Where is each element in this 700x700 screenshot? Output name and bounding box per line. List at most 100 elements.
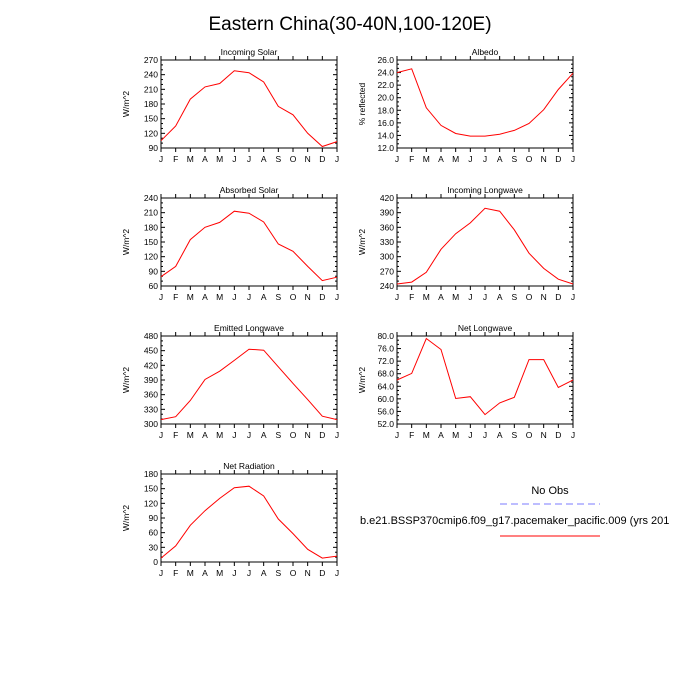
net-radiation-ytick-label: 180 xyxy=(144,469,158,479)
net-longwave-xtick-label: J xyxy=(483,430,487,440)
absorbed-solar-xtick-label: M xyxy=(187,292,194,302)
albedo-series-line xyxy=(396,68,574,137)
net-longwave-ytick-label: 64.0 xyxy=(377,381,394,391)
emitted-longwave-ytick-label: 480 xyxy=(144,331,158,341)
emitted-longwave-ytick-label: 390 xyxy=(144,375,158,385)
emitted-longwave-xtick-label: M xyxy=(216,430,223,440)
net-longwave-ytick-label: 72.0 xyxy=(377,356,394,366)
panel-net-longwave: Net Longwave 52.0 56.0 60.0 64.0 68.0 72.0 76.0… xyxy=(357,323,575,440)
absorbed-solar-xtick-label: M xyxy=(216,292,223,302)
net-radiation-xtick-label: M xyxy=(216,568,223,578)
albedo-ytick-label: 26.0 xyxy=(377,55,394,65)
incoming-solar-xtick-label: A xyxy=(261,154,267,164)
albedo-xtick-label: F xyxy=(409,154,414,164)
albedo-xtick-label: A xyxy=(497,154,503,164)
net-radiation-ylabel: W/m^2 xyxy=(121,505,131,531)
net-radiation-xtick-label: J xyxy=(159,568,163,578)
incoming-solar-series-line xyxy=(160,70,338,148)
net-longwave-ytick-label: 76.0 xyxy=(377,344,394,354)
incoming-solar-ytick-label: 150 xyxy=(144,114,158,124)
incoming-solar-ytick-label: 240 xyxy=(144,70,158,80)
incoming-solar-xtick-label: D xyxy=(319,154,325,164)
emitted-longwave-xtick-label: S xyxy=(275,430,281,440)
emitted-longwave-ytick-label: 450 xyxy=(144,346,158,356)
emitted-longwave-xtick-label: A xyxy=(202,430,208,440)
albedo-xtick-label: M xyxy=(423,154,430,164)
emitted-longwave-xtick-label: M xyxy=(187,430,194,440)
emitted-longwave-title: Emitted Longwave xyxy=(214,323,284,333)
absorbed-solar-ytick-label: 60 xyxy=(149,281,159,291)
legend: No Obs b.e21.BSSP370cmip6.f09_g17.pacema… xyxy=(360,485,669,537)
absorbed-solar-xtick-label: A xyxy=(202,292,208,302)
incoming-solar-ytick-label: 270 xyxy=(144,55,158,65)
incoming-longwave-frame xyxy=(396,197,574,287)
albedo-xtick-label: M xyxy=(452,154,459,164)
net-radiation-xtick-label: J xyxy=(335,568,339,578)
net-longwave-xtick-label: M xyxy=(452,430,459,440)
incoming-longwave-ytick-label: 420 xyxy=(380,193,394,203)
figure-title: Eastern China(30-40N,100-120E) xyxy=(208,14,491,35)
legend-obs-label: No Obs xyxy=(531,485,569,497)
absorbed-solar-xtick-label: F xyxy=(173,292,178,302)
absorbed-solar-xtick-label: J xyxy=(159,292,163,302)
net-longwave-xtick-label: F xyxy=(409,430,414,440)
net-longwave-xtick-label: S xyxy=(511,430,517,440)
albedo-ytick-label: 16.0 xyxy=(377,118,394,128)
absorbed-solar-ylabel: W/m^2 xyxy=(121,229,131,255)
absorbed-solar-frame xyxy=(160,197,338,287)
incoming-solar-xtick-label: J xyxy=(247,154,251,164)
net-radiation-xtick-label: J xyxy=(247,568,251,578)
albedo-xtick-label: J xyxy=(395,154,399,164)
net-radiation-xtick-label: M xyxy=(187,568,194,578)
albedo-xtick-label: D xyxy=(555,154,561,164)
net-longwave-xtick-label: J xyxy=(468,430,472,440)
incoming-solar-xtick-label: J xyxy=(159,154,163,164)
net-longwave-xtick-label: J xyxy=(395,430,399,440)
absorbed-solar-xtick-label: O xyxy=(290,292,297,302)
absorbed-solar-ytick-label: 210 xyxy=(144,208,158,218)
incoming-solar-xtick-label: M xyxy=(187,154,194,164)
incoming-longwave-ytick-label: 330 xyxy=(380,237,394,247)
incoming-longwave-ytick-label: 390 xyxy=(380,208,394,218)
absorbed-solar-xtick-label: D xyxy=(319,292,325,302)
net-radiation-xtick-label: O xyxy=(290,568,297,578)
emitted-longwave-xtick-label: N xyxy=(305,430,311,440)
emitted-longwave-xtick-label: D xyxy=(319,430,325,440)
net-radiation-xtick-label: S xyxy=(275,568,281,578)
absorbed-solar-ytick-label: 120 xyxy=(144,252,158,262)
net-radiation-series-line xyxy=(160,485,338,559)
net-radiation-ytick-label: 120 xyxy=(144,498,158,508)
absorbed-solar-series-line xyxy=(160,210,338,282)
net-longwave-series-line xyxy=(396,337,574,416)
absorbed-solar-ytick-label: 150 xyxy=(144,237,158,247)
absorbed-solar-xtick-label: J xyxy=(232,292,236,302)
emitted-longwave-ytick-label: 300 xyxy=(144,419,158,429)
net-longwave-ytick-label: 80.0 xyxy=(377,331,394,341)
incoming-solar-xtick-label: F xyxy=(173,154,178,164)
incoming-solar-xtick-label: N xyxy=(305,154,311,164)
incoming-solar-ytick-label: 90 xyxy=(149,143,159,153)
incoming-longwave-xtick-label: O xyxy=(526,292,533,302)
absorbed-solar-xtick-label: S xyxy=(275,292,281,302)
net-longwave-xtick-label: M xyxy=(423,430,430,440)
net-radiation-xtick-label: A xyxy=(261,568,267,578)
albedo-xtick-label: J xyxy=(468,154,472,164)
net-longwave-ytick-label: 68.0 xyxy=(377,369,394,379)
albedo-xtick-label: S xyxy=(511,154,517,164)
albedo-title: Albedo xyxy=(472,47,499,57)
net-longwave-ytick-label: 56.0 xyxy=(377,406,394,416)
net-longwave-ytick-label: 52.0 xyxy=(377,419,394,429)
incoming-solar-ylabel: W/m^2 xyxy=(121,91,131,117)
incoming-solar-ytick-label: 180 xyxy=(144,99,158,109)
net-radiation-xtick-label: F xyxy=(173,568,178,578)
incoming-longwave-xtick-label: F xyxy=(409,292,414,302)
emitted-longwave-ytick-label: 360 xyxy=(144,390,158,400)
net-longwave-xtick-label: O xyxy=(526,430,533,440)
emitted-longwave-ylabel: W/m^2 xyxy=(121,367,131,393)
albedo-frame xyxy=(396,59,574,149)
incoming-solar-ytick-label: 210 xyxy=(144,84,158,94)
emitted-longwave-xtick-label: F xyxy=(173,430,178,440)
